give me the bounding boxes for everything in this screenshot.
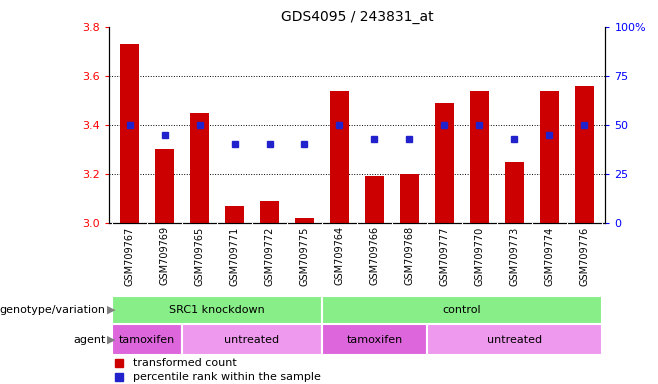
Text: GSM709765: GSM709765 — [195, 227, 205, 286]
Text: GSM709774: GSM709774 — [544, 227, 555, 286]
Text: GSM709771: GSM709771 — [230, 227, 240, 286]
Bar — [112, 296, 322, 324]
Bar — [112, 324, 182, 355]
Bar — [330, 91, 349, 223]
Text: percentile rank within the sample: percentile rank within the sample — [134, 372, 321, 382]
Text: GSM709764: GSM709764 — [334, 227, 345, 285]
Text: agent: agent — [73, 335, 105, 345]
Bar — [435, 103, 454, 223]
Text: ▶: ▶ — [107, 335, 115, 345]
Text: GSM709770: GSM709770 — [474, 227, 484, 286]
Text: GSM709769: GSM709769 — [159, 227, 170, 285]
Text: GSM709776: GSM709776 — [579, 227, 590, 286]
Bar — [260, 201, 279, 223]
Bar — [190, 113, 209, 223]
Bar — [120, 44, 139, 223]
Text: control: control — [443, 305, 481, 315]
Bar — [365, 176, 384, 223]
Text: GSM709777: GSM709777 — [440, 227, 449, 286]
Bar — [182, 324, 322, 355]
Bar — [427, 324, 602, 355]
Text: tamoxifen: tamoxifen — [119, 335, 175, 345]
Text: untreated: untreated — [487, 335, 542, 345]
Bar — [505, 162, 524, 223]
Bar — [225, 205, 244, 223]
Text: tamoxifen: tamoxifen — [346, 335, 403, 345]
Bar — [322, 324, 427, 355]
Bar — [470, 91, 489, 223]
Bar — [322, 296, 602, 324]
Text: SRC1 knockdown: SRC1 knockdown — [169, 305, 265, 315]
Text: untreated: untreated — [224, 335, 280, 345]
Text: ▶: ▶ — [107, 305, 115, 315]
Bar — [540, 91, 559, 223]
Bar — [295, 218, 314, 223]
Bar — [155, 149, 174, 223]
Bar — [574, 86, 594, 223]
Text: GSM709766: GSM709766 — [369, 227, 380, 285]
Title: GDS4095 / 243831_at: GDS4095 / 243831_at — [281, 10, 433, 25]
Text: transformed count: transformed count — [134, 358, 237, 368]
Text: genotype/variation: genotype/variation — [0, 305, 105, 315]
Text: GSM709767: GSM709767 — [124, 227, 135, 286]
Text: GSM709768: GSM709768 — [405, 227, 415, 285]
Bar — [400, 174, 419, 223]
Text: GSM709772: GSM709772 — [265, 227, 274, 286]
Text: GSM709773: GSM709773 — [509, 227, 519, 286]
Text: GSM709775: GSM709775 — [299, 227, 309, 286]
